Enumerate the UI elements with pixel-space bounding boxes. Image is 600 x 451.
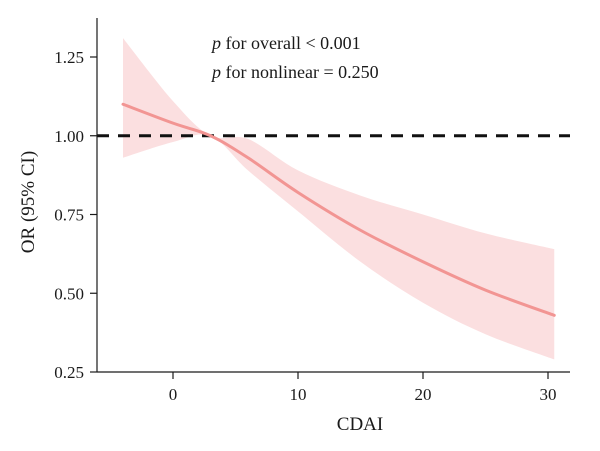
x-axis-label: CDAI [337,414,383,435]
y-tick-label: 0.25 [54,363,84,382]
annotation-overall-p: p [210,33,221,53]
plot-area [97,38,570,360]
annotation-overall-text: for overall < 0.001 [221,33,361,53]
x-tick-label: 0 [169,385,178,404]
y-axis-ticks: 0.25 0.50 0.75 1.00 1.25 [54,48,97,382]
y-axis-label: OR (95% CI) [18,151,39,253]
y-tick-label: 1.00 [54,127,84,146]
x-tick-label: 20 [415,385,432,404]
annotation-nonlinear-text: for nonlinear = 0.250 [221,62,379,82]
confidence-band [123,38,555,360]
y-tick-label: 0.75 [54,206,84,225]
or-estimate-line [121,102,556,317]
annotation-overall: p for overall < 0.001 [210,33,361,53]
y-tick-label: 1.25 [54,48,84,67]
y-tick-label: 0.50 [54,284,84,303]
annotation-nonlinear-p: p [210,62,221,82]
x-axis-ticks: 0 10 20 30 [169,372,557,404]
x-tick-label: 10 [290,385,307,404]
annotation-nonlinear: p for nonlinear = 0.250 [210,62,379,82]
x-tick-label: 30 [540,385,557,404]
